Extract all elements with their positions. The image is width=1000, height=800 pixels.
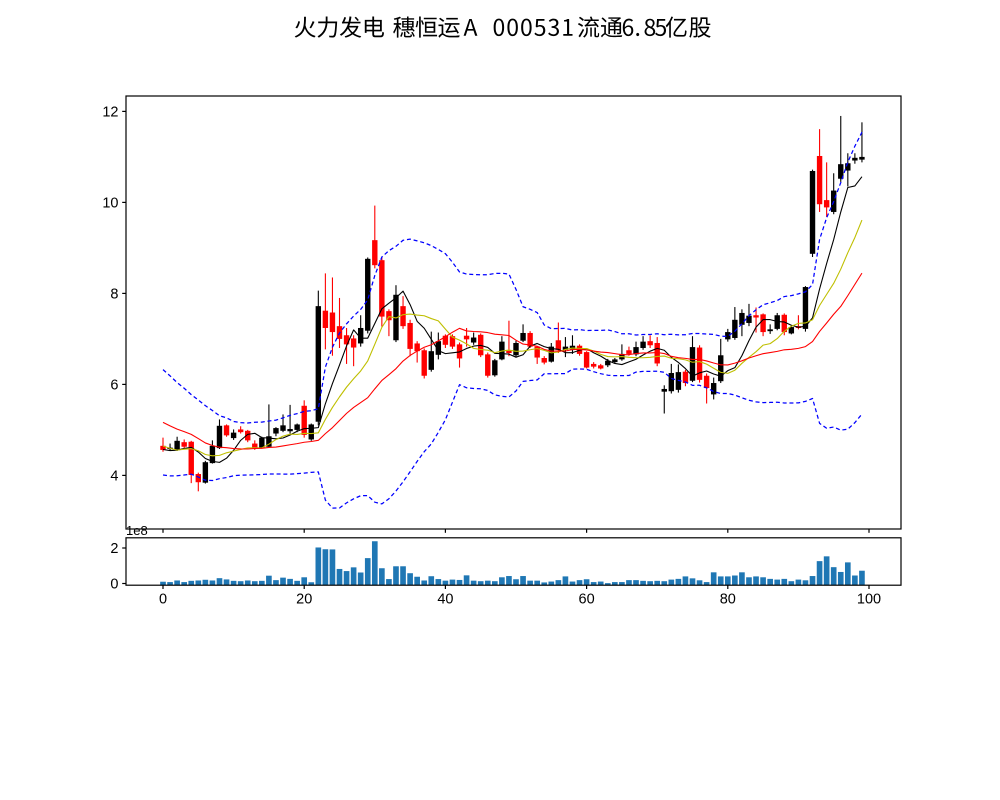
svg-text:0: 0 [159, 592, 167, 608]
svg-text:12: 12 [102, 104, 118, 120]
svg-text:60: 60 [579, 592, 595, 608]
svg-text:10: 10 [102, 195, 118, 211]
svg-text:8: 8 [110, 286, 118, 302]
svg-text:0: 0 [110, 577, 118, 593]
svg-text:2: 2 [110, 541, 118, 557]
svg-text:100: 100 [857, 592, 881, 608]
svg-text:80: 80 [720, 592, 736, 608]
svg-text:1e8: 1e8 [126, 523, 148, 538]
svg-text:4: 4 [110, 468, 118, 484]
svg-text:40: 40 [437, 592, 453, 608]
svg-text:20: 20 [296, 592, 312, 608]
svg-text:6: 6 [110, 377, 118, 393]
